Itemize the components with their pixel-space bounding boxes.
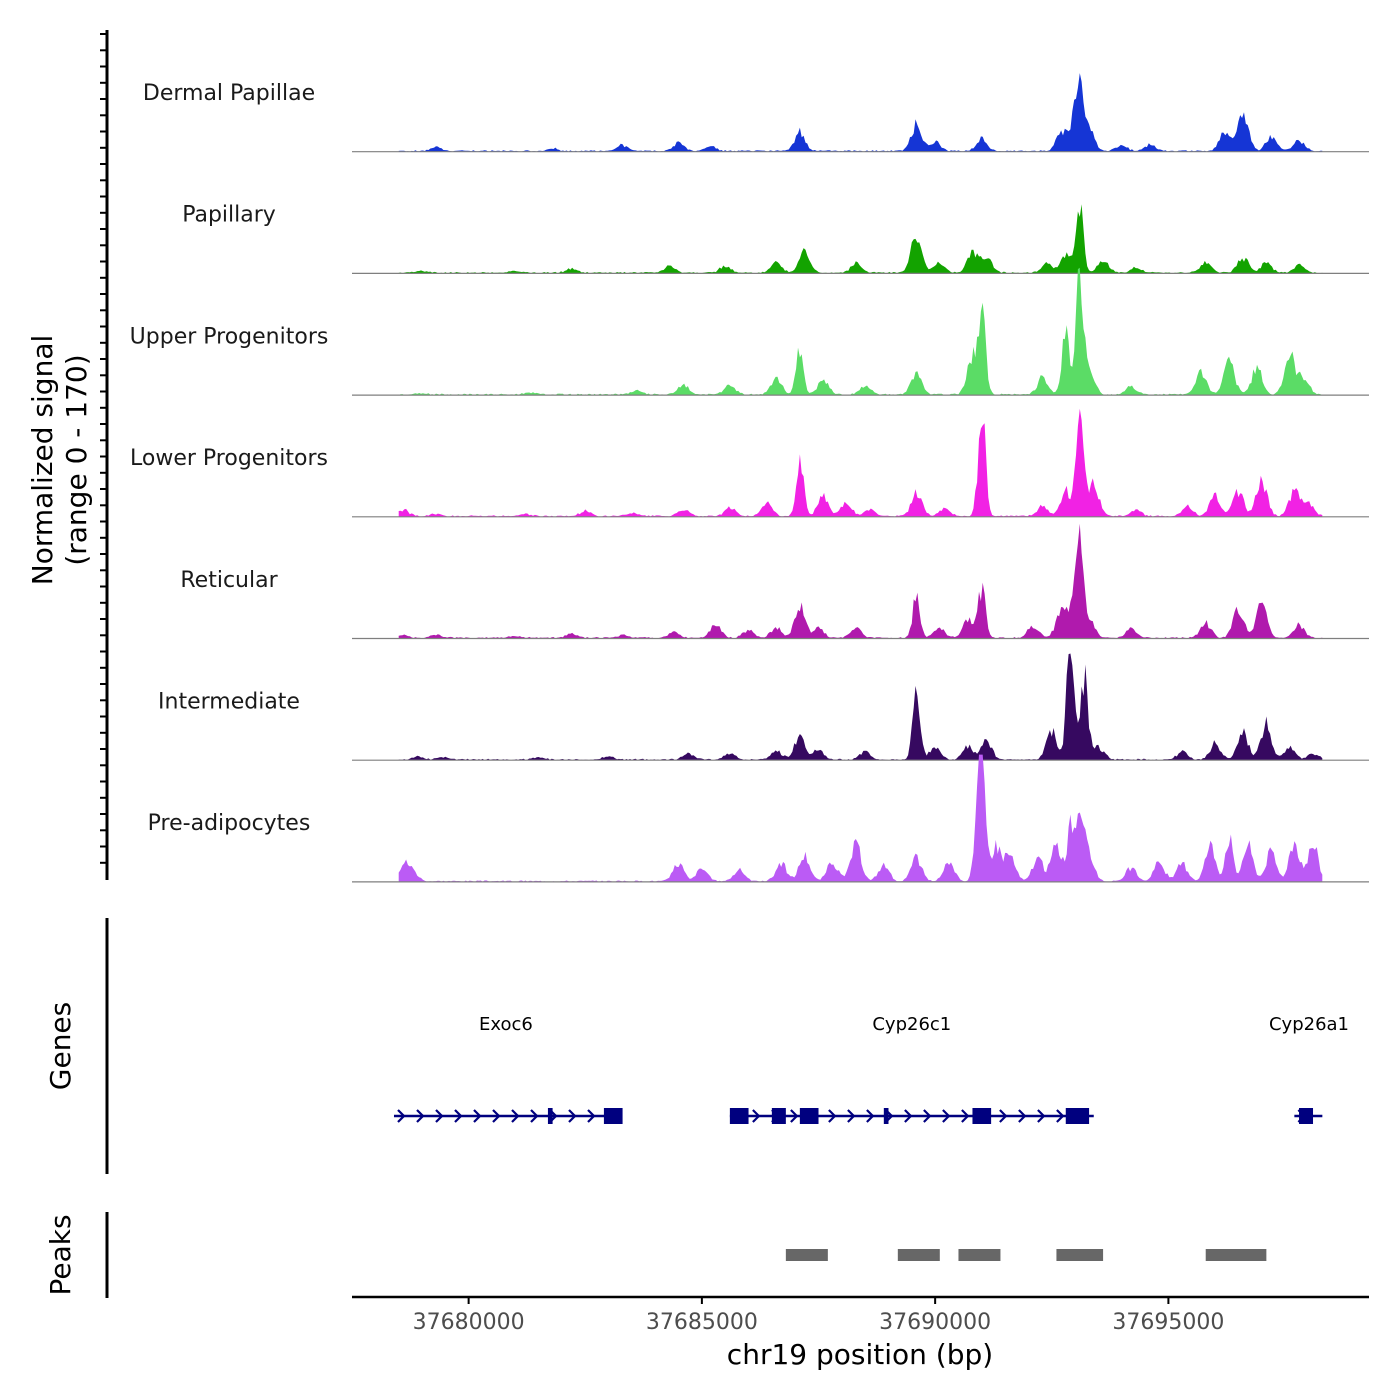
exon	[547, 1108, 553, 1124]
y-axis-title-line-1: Normalized signal	[26, 335, 59, 586]
signal-area	[398, 267, 1323, 396]
signal-axis	[100, 30, 109, 880]
signal-area	[398, 73, 1323, 152]
track-pre-adipocytes: Pre-adipocytes	[148, 754, 1369, 883]
signal-area	[398, 754, 1323, 882]
strand-arrow	[828, 1109, 837, 1123]
strand-arrow	[1018, 1109, 1027, 1123]
gene-exoc6: Exoc6	[393, 1014, 623, 1124]
strand-arrow	[397, 1109, 406, 1123]
gene-cyp26c1: Cyp26c1	[729, 1014, 1094, 1124]
track-reticular: Reticular	[180, 523, 1369, 640]
exon	[771, 1108, 786, 1124]
strand-arrow	[587, 1109, 596, 1123]
track-label: Reticular	[180, 568, 278, 593]
track-label: Upper Progenitors	[130, 324, 329, 349]
strand-arrow	[904, 1109, 913, 1123]
exon	[603, 1108, 623, 1124]
genes-panel: Genes Exoc6 Cyp26c1 Cyp26a1	[44, 918, 1349, 1174]
x-tick-label: 37680000	[413, 1310, 525, 1335]
strand-arrow	[866, 1109, 875, 1123]
y-axis-title: Normalized signal (range 0 - 170)	[26, 335, 93, 586]
strand-arrow	[847, 1109, 856, 1123]
signal-area	[398, 523, 1323, 639]
signal-area	[398, 653, 1323, 761]
peak-region	[1056, 1249, 1104, 1261]
strand-arrow	[473, 1109, 482, 1123]
y-axis-title-line-2: (range 0 - 170)	[60, 354, 93, 565]
exon	[1299, 1108, 1314, 1124]
strand-arrow	[454, 1109, 463, 1123]
strand-arrow	[1056, 1109, 1065, 1123]
x-tick-label: 37690000	[879, 1310, 991, 1335]
exon	[972, 1108, 992, 1124]
track-dermal-papillae: Dermal Papillae	[143, 73, 1369, 153]
strand-arrow	[435, 1109, 444, 1123]
track-label: Intermediate	[158, 690, 300, 715]
gene-label: Cyp26a1	[1269, 1014, 1349, 1035]
x-axis: chr19 position (bp) 37680000 37685000 3769…	[352, 1295, 1369, 1371]
signal-area	[398, 408, 1323, 517]
track-intermediate: Intermediate	[158, 653, 1369, 761]
strand-arrow	[942, 1109, 951, 1123]
signal-area	[398, 204, 1323, 274]
peak-region	[1205, 1249, 1267, 1261]
strand-arrow	[492, 1109, 501, 1123]
gene-cyp26a1: Cyp26a1	[1269, 1014, 1349, 1124]
exon	[1065, 1108, 1090, 1124]
strand-arrow	[568, 1109, 577, 1123]
peaks-panel-label: Peaks	[44, 1214, 77, 1295]
exon	[729, 1108, 749, 1124]
gene-label: Exoc6	[479, 1014, 533, 1035]
peak-region	[785, 1249, 828, 1261]
signal-tracks: Dermal Papillae Papillary Upper Progenitor…	[130, 73, 1369, 883]
strand-arrow	[923, 1109, 932, 1123]
peak-region	[897, 1249, 940, 1261]
x-axis-title: chr19 position (bp)	[727, 1338, 993, 1371]
strand-arrow	[1037, 1109, 1046, 1123]
peak-region	[958, 1249, 1001, 1261]
strand-arrow	[790, 1109, 799, 1123]
strand-arrow	[961, 1109, 970, 1123]
strand-arrow	[511, 1109, 520, 1123]
x-tick-label: 37685000	[646, 1310, 758, 1335]
track-papillary: Papillary	[182, 203, 1369, 274]
genes-panel-label: Genes	[44, 1002, 77, 1090]
track-upper-progenitors: Upper Progenitors	[130, 267, 1369, 396]
x-tick-label: 37695000	[1112, 1310, 1224, 1335]
strand-arrow	[530, 1109, 539, 1123]
track-label: Dermal Papillae	[143, 81, 315, 106]
track-label: Lower Progenitors	[130, 446, 328, 471]
track-lower-progenitors: Lower Progenitors	[130, 408, 1369, 518]
strand-arrow	[999, 1109, 1008, 1123]
exon	[799, 1108, 819, 1124]
gene-label: Cyp26c1	[872, 1014, 951, 1035]
peaks-panel: Peaks	[44, 1212, 1267, 1298]
track-label: Pre-adipocytes	[148, 811, 311, 836]
exon	[883, 1108, 889, 1124]
strand-arrow	[752, 1109, 761, 1123]
strand-arrow	[416, 1109, 425, 1123]
track-label: Papillary	[182, 203, 276, 228]
